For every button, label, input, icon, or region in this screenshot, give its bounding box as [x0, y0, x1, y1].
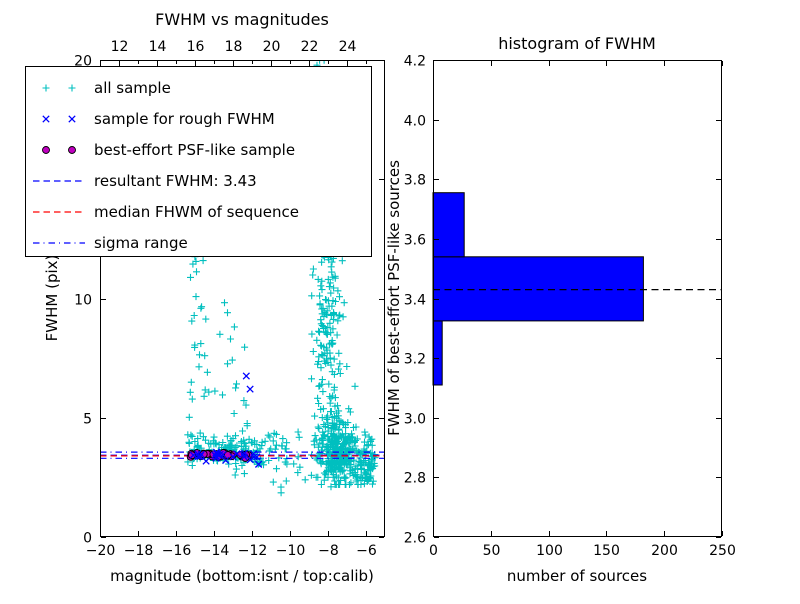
scatter-ylabel: FWHM (pix): [43, 255, 61, 342]
scatter-axes: [100, 60, 385, 538]
scatter-subplot: FWHM vs magnitudes magnitude (bottom:isn…: [25, 10, 385, 585]
y-tick-label: 4.0: [404, 114, 426, 130]
y-tick-label: 3.6: [404, 233, 426, 249]
top-tick-label: 16: [187, 39, 205, 55]
legend-item: sigma range: [33, 234, 188, 252]
x-tick-label: −20: [86, 543, 116, 559]
x-tick-label: −12: [238, 543, 268, 559]
x-tick-label: −8: [318, 543, 339, 559]
legend: all sample sample for rough FWHM best-effo…: [25, 66, 372, 257]
histogram-subplot: histogram of FWHM number of sources FWHM…: [385, 34, 736, 585]
legend-item: sample for rough FWHM: [42, 110, 275, 128]
hist-spines: [433, 60, 722, 537]
x-tick-label: −14: [200, 543, 230, 559]
top-tick-label: 12: [111, 39, 129, 55]
y-tick-label: 3.4: [404, 293, 426, 309]
top-tick-label: 18: [225, 39, 243, 55]
y-tick-label: 5: [83, 412, 92, 428]
y-tick-label: 3.8: [404, 173, 426, 189]
x-tick-label: −16: [162, 543, 192, 559]
y-tick-label: 4.2: [404, 54, 426, 70]
legend-item: all sample: [42, 79, 171, 97]
top-tick-label: 14: [149, 39, 167, 55]
top-tick-label: 22: [301, 39, 319, 55]
y-tick-label: 20: [74, 54, 92, 70]
x-tick-label: −6: [356, 543, 377, 559]
x-tick-label: −18: [124, 543, 154, 559]
y-tick-label: 3.0: [404, 412, 426, 428]
x-tick-label: 250: [709, 543, 736, 559]
hist-bar: [432, 320, 443, 386]
legend-label: all sample: [94, 79, 171, 97]
hist-axes: [433, 60, 723, 538]
hist-bar: [432, 192, 465, 258]
histogram-title: histogram of FWHM: [498, 34, 656, 53]
y-tick-label: 2.8: [404, 471, 426, 487]
histogram-ylabel: FWHM of best-effort PSF-like sources: [385, 160, 403, 436]
circle-marker-icon: [42, 146, 50, 154]
scatter-title: FWHM vs magnitudes: [155, 10, 329, 29]
legend-label: sample for rough FWHM: [94, 110, 275, 128]
x-tick-label: 200: [651, 543, 678, 559]
top-tick-label: 24: [339, 39, 357, 55]
legend-label: resultant FWHM: 3.43: [94, 172, 257, 190]
histogram-plot-area: 0 50 100 150 200 250 2.6 2.8 3.0 3.2 3.4 3.6 3.8 4.0 4…: [404, 54, 736, 560]
legend-item: resultant FWHM: 3.43: [33, 172, 257, 190]
scatter-xlabel: magnitude (bottom:isnt / top:calib): [110, 567, 374, 585]
x-tick-label: 0: [429, 543, 438, 559]
plus-marker-icon: [42, 84, 76, 92]
x-tick-label: 150: [593, 543, 620, 559]
legend-box: [25, 66, 372, 257]
x-tick-label: 100: [536, 543, 563, 559]
scatter-points-layer: [100, 60, 385, 497]
scatter-plot-area: −20−18−16−14−12−10−8−6051015201214161820…: [25, 39, 385, 559]
legend-label: best-effort PSF-like sample: [94, 141, 295, 159]
top-tick-label: 20: [263, 39, 281, 55]
histogram-xlabel: number of sources: [507, 567, 647, 585]
legend-label: sigma range: [94, 234, 188, 252]
circle-marker-icon: [68, 146, 76, 154]
series-rough-sample: [189, 372, 263, 468]
x-tick-label: 50: [483, 543, 501, 559]
x-tick-label: −10: [276, 543, 306, 559]
y-tick-label: 10: [74, 293, 92, 309]
scatter-spines: [100, 60, 385, 537]
hist-bars: [432, 192, 644, 386]
legend-item: median FHWM of sequence: [33, 203, 299, 221]
y-tick-label: 2.6: [404, 531, 426, 547]
y-tick-label: 3.2: [404, 352, 426, 368]
legend-item: best-effort PSF-like sample: [42, 141, 295, 159]
hist-bar: [432, 256, 644, 322]
y-tick-label: 0: [83, 531, 92, 547]
x-marker-icon: [42, 115, 76, 123]
legend-label: median FHWM of sequence: [94, 203, 299, 221]
